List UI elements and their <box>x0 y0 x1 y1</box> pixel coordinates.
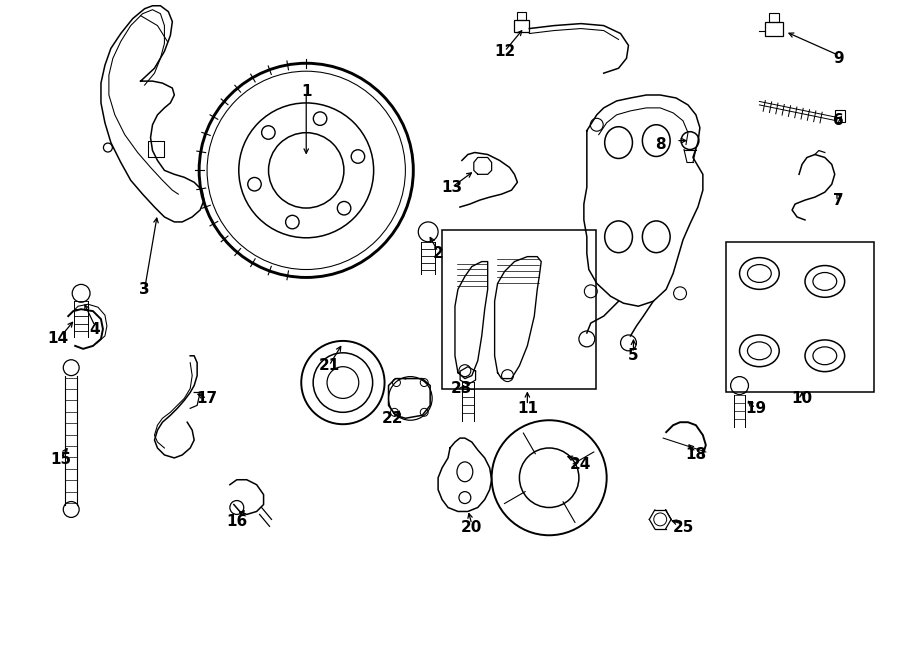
Text: 7: 7 <box>833 192 844 208</box>
Text: 20: 20 <box>461 520 482 535</box>
Bar <box>765 22 783 36</box>
Text: 19: 19 <box>745 401 766 416</box>
Text: 9: 9 <box>833 51 844 66</box>
Bar <box>725 242 875 393</box>
Text: 16: 16 <box>226 514 248 529</box>
Text: 15: 15 <box>50 452 72 467</box>
Text: 17: 17 <box>196 391 218 406</box>
Bar <box>518 12 526 20</box>
Text: 12: 12 <box>494 44 515 59</box>
Text: 18: 18 <box>686 447 706 463</box>
Text: 13: 13 <box>441 180 463 195</box>
Text: 21: 21 <box>319 358 339 373</box>
Text: 22: 22 <box>382 410 403 426</box>
Text: 6: 6 <box>833 113 844 128</box>
Text: 25: 25 <box>672 520 694 535</box>
Bar <box>770 13 779 22</box>
Bar <box>515 20 529 32</box>
Text: 3: 3 <box>140 282 150 297</box>
Bar <box>834 110 845 122</box>
Text: 23: 23 <box>451 381 472 396</box>
Text: 4: 4 <box>90 321 100 336</box>
Text: 1: 1 <box>301 83 311 98</box>
Text: 24: 24 <box>571 457 591 473</box>
Text: 5: 5 <box>628 348 639 364</box>
Text: 11: 11 <box>517 401 538 416</box>
Text: 10: 10 <box>791 391 813 406</box>
Text: 14: 14 <box>48 331 69 346</box>
Text: 8: 8 <box>655 137 665 152</box>
Bar <box>442 230 596 389</box>
Text: 2: 2 <box>433 246 444 261</box>
